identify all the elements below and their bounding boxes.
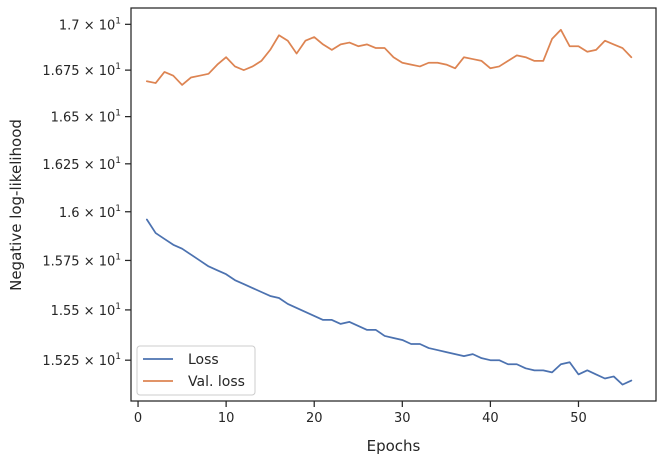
y-tick-label-1.625: 1.625 × 101 [42, 156, 121, 173]
series-line-loss [145, 218, 633, 386]
legend-label-loss: Loss [188, 352, 219, 368]
x-tick-label-20: 20 [306, 411, 323, 426]
y-axis: 1.525 × 101 1.55 × 101 1.575 × 101 1.6 × 10… [42, 16, 131, 369]
x-tick-label-10: 10 [218, 411, 235, 426]
x-tick-label-40: 40 [482, 411, 499, 426]
x-axis-label: Epochs [367, 437, 421, 455]
series-layer [145, 28, 633, 386]
y-tick-label-1.575: 1.575 × 101 [42, 252, 121, 269]
y-tick-label-1.525: 1.525 × 101 [42, 352, 121, 369]
y-axis-label: Negative log-likelihood [7, 119, 25, 291]
x-tick-label-0: 0 [134, 411, 142, 426]
y-tick-label-1.7: 1.7 × 101 [59, 16, 121, 33]
y-tick-label-1.675: 1.675 × 101 [42, 62, 121, 79]
legend-label-val-loss: Val. loss [188, 374, 245, 390]
plot-frame [130, 7, 657, 402]
x-tick-label-30: 30 [394, 411, 411, 426]
legend: Loss Val. loss [136, 345, 256, 396]
y-tick-label-1.6: 1.6 × 101 [59, 204, 121, 221]
y-tick-label-1.65: 1.65 × 101 [51, 109, 121, 126]
plot-background [131, 8, 656, 401]
series-line-val-loss [145, 28, 633, 86]
x-tick-label-50: 50 [570, 411, 587, 426]
y-tick-label-1.55: 1.55 × 101 [51, 302, 121, 319]
x-axis: 0 10 20 30 40 50 [134, 401, 587, 426]
